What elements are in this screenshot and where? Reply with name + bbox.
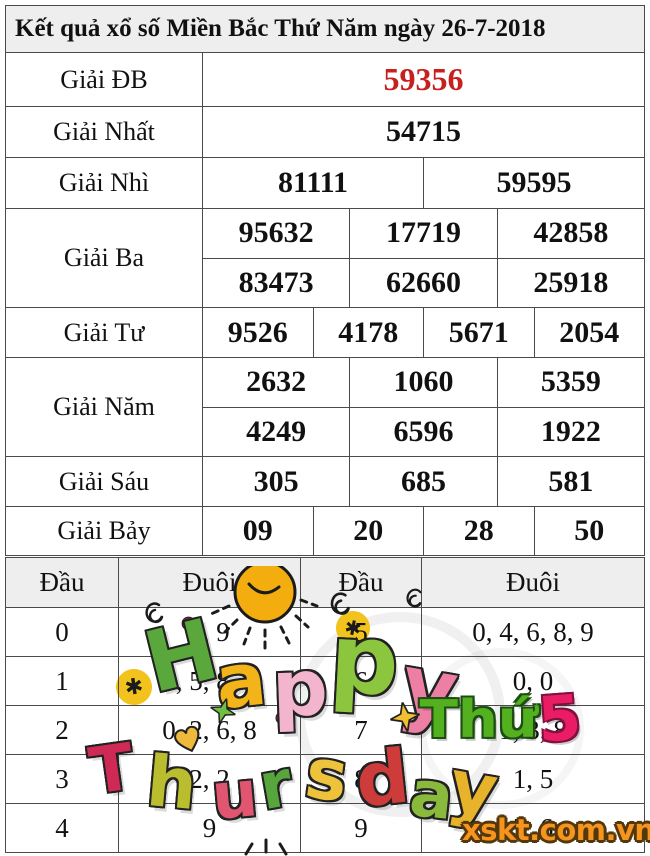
prize-value: 4178 xyxy=(312,308,424,357)
col-header-duoi: Đuôi xyxy=(118,558,300,607)
prize-row-sixth: Giải Sáu 305 685 581 xyxy=(6,457,644,507)
prize-label: Giải Nhì xyxy=(6,158,203,208)
prize-value: 81111 xyxy=(277,166,349,199)
prize-row-first: Giải Nhất 54715 xyxy=(6,107,644,158)
prize-value: 95632 xyxy=(238,216,314,250)
head-tail-row: 2 0, 2, 6, 8 7 1, 3, 8 xyxy=(6,706,644,755)
prize-value: 5671 xyxy=(423,308,534,357)
prize-value: 4249 xyxy=(246,414,307,448)
head-cell: 6 xyxy=(300,657,421,705)
prize-value: 305 xyxy=(253,464,299,498)
prize-row-third: Giải Ba 95632 17719 42858 83473 62660 25… xyxy=(6,209,644,308)
head-cell: 7 xyxy=(300,706,421,754)
tail-cell: 2, 2 xyxy=(118,755,300,803)
head-tail-header-row: Đầu Đuôi Đầu Đuôi xyxy=(6,558,644,608)
tail-cell: 1, 5, 8, 9 xyxy=(118,657,300,705)
head-tail-row: 4 9 9 5, 6 xyxy=(6,804,644,852)
prize-value: 2632 xyxy=(246,365,307,399)
prize-value: 54715 xyxy=(386,115,461,148)
prize-row-fourth: Giải Tư 9526 4178 5671 2054 xyxy=(6,308,644,358)
prize-table: Kết quả xổ số Miền Bắc Thứ Năm ngày 26-7… xyxy=(5,5,645,556)
prize-label: Giải Tư xyxy=(6,308,203,357)
prize-label: Giải Nhất xyxy=(6,107,203,157)
tail-cell: 1, 3, 8 xyxy=(421,706,644,754)
head-cell: 0 xyxy=(55,616,69,647)
prize-value: 1060 xyxy=(349,358,496,407)
tail-cell: 1, 5 xyxy=(421,755,644,803)
col-header-dau: Đầu xyxy=(300,558,421,607)
prize-value: 20 xyxy=(312,507,424,555)
prize-value: 42858 xyxy=(496,209,644,258)
tail-cell: 0, 4, 6, 8, 9 xyxy=(421,608,644,656)
prize-value: 62660 xyxy=(349,258,496,307)
head-cell: 8 xyxy=(300,755,421,803)
prize-value: 09 xyxy=(242,514,273,547)
prize-value: 28 xyxy=(423,507,534,555)
prize-label: Giải Bảy xyxy=(6,507,203,555)
prize-value: 6596 xyxy=(349,407,496,456)
prize-value: 25918 xyxy=(496,258,644,307)
prize-value: 50 xyxy=(533,507,645,555)
tail-cell: 9 xyxy=(118,804,300,852)
head-cell: 3 xyxy=(55,763,69,794)
tail-cell: 0, 0 xyxy=(421,657,644,705)
head-cell: 9 xyxy=(300,804,421,852)
prize-value: 9526 xyxy=(227,315,288,349)
prize-value: 83473 xyxy=(238,265,314,299)
prize-value: 2054 xyxy=(533,308,645,357)
special-prize-value: 59356 xyxy=(383,61,464,97)
head-cell: 1 xyxy=(55,665,69,696)
head-tail-row: 0 5, 9 5 0, 4, 6, 8, 9 xyxy=(6,608,644,657)
tail-cell: 5, 9 xyxy=(118,608,300,656)
prize-value: 581 xyxy=(496,457,644,506)
prize-label: Giải Ba xyxy=(6,209,203,307)
prize-row-special: Giải ĐB 59356 xyxy=(6,53,644,107)
prize-row-fifth: Giải Năm 2632 1060 5359 4249 6596 1922 xyxy=(6,358,644,457)
prize-value: 17719 xyxy=(349,209,496,258)
head-tail-row: 3 2, 2 8 1, 5 xyxy=(6,755,644,804)
col-header-duoi: Đuôi xyxy=(421,558,644,607)
prize-label: Giải ĐB xyxy=(6,53,203,106)
tail-cell: 5, 6 xyxy=(421,804,644,852)
prize-row-second: Giải Nhì 81111 59595 xyxy=(6,158,644,209)
prize-label: Giải Sáu xyxy=(6,457,203,506)
head-cell: 5 xyxy=(300,608,421,656)
site-watermark[interactable]: xskt.com.vn xyxy=(462,813,650,847)
head-cell: 2 xyxy=(55,714,69,745)
head-tail-table: Đầu Đuôi Đầu Đuôi 0 5, 9 5 0, 4, 6, 8, 9… xyxy=(5,557,645,853)
page-title: Kết quả xổ số Miền Bắc Thứ Năm ngày 26-7… xyxy=(6,6,644,53)
head-cell: 4 xyxy=(55,812,69,843)
col-header-dau: Đầu xyxy=(39,567,85,597)
prize-label: Giải Năm xyxy=(6,358,203,456)
prize-value: 1922 xyxy=(496,407,644,456)
prize-row-seventh: Giải Bảy 09 20 28 50 xyxy=(6,507,644,555)
prize-value: 59595 xyxy=(423,158,644,208)
head-tail-row: 1 1, 5, 8, 9 6 0, 0 xyxy=(6,657,644,706)
prize-value: 685 xyxy=(349,457,496,506)
tail-cell: 0, 2, 6, 8 xyxy=(118,706,300,754)
prize-value: 5359 xyxy=(496,358,644,407)
